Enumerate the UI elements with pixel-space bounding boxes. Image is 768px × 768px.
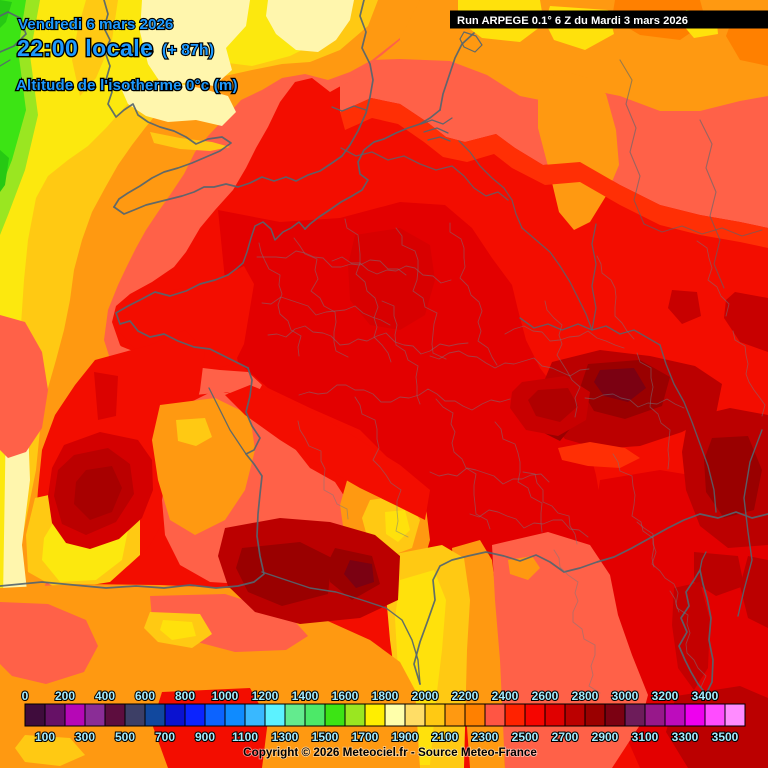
- svg-text:2600: 2600: [532, 689, 559, 703]
- svg-text:1000: 1000: [212, 689, 239, 703]
- svg-text:3000: 3000: [612, 689, 639, 703]
- svg-text:2200: 2200: [452, 689, 479, 703]
- svg-text:Vendredi 6 mars 2026: Vendredi 6 mars 2026: [18, 16, 173, 33]
- svg-text:1400: 1400: [292, 689, 319, 703]
- svg-text:2400: 2400: [492, 689, 519, 703]
- svg-text:1900: 1900: [392, 730, 419, 744]
- svg-text:2800: 2800: [572, 689, 599, 703]
- svg-text:2300: 2300: [472, 730, 499, 744]
- svg-text:2900: 2900: [592, 730, 619, 744]
- svg-text:3200: 3200: [652, 689, 679, 703]
- svg-text:500: 500: [115, 730, 135, 744]
- svg-text:1300: 1300: [272, 730, 299, 744]
- svg-text:3400: 3400: [692, 689, 719, 703]
- svg-text:0: 0: [22, 689, 29, 703]
- svg-text:800: 800: [175, 689, 195, 703]
- svg-text:1500: 1500: [312, 730, 339, 744]
- svg-text:2100: 2100: [432, 730, 459, 744]
- svg-text:600: 600: [135, 689, 155, 703]
- svg-text:1100: 1100: [232, 730, 258, 744]
- svg-text:2700: 2700: [552, 730, 579, 744]
- svg-text:3300: 3300: [672, 730, 699, 744]
- svg-text:Copyright © 2026 Meteociel.fr: Copyright © 2026 Meteociel.fr - Source M…: [243, 746, 537, 759]
- svg-text:1200: 1200: [252, 689, 279, 703]
- svg-text:1600: 1600: [332, 689, 359, 703]
- svg-text:3500: 3500: [712, 730, 739, 744]
- svg-text:100: 100: [35, 730, 55, 744]
- svg-text:300: 300: [75, 730, 95, 744]
- svg-text:Run ARPEGE 0.1° 6 Z du Mardi 3: Run ARPEGE 0.1° 6 Z du Mardi 3 mars 2026: [457, 15, 688, 27]
- svg-text:700: 700: [155, 730, 175, 744]
- svg-text:(+ 87h): (+ 87h): [162, 42, 214, 59]
- svg-text:2000: 2000: [412, 689, 439, 703]
- svg-text:2500: 2500: [512, 730, 539, 744]
- svg-text:400: 400: [95, 689, 115, 703]
- svg-text:200: 200: [55, 689, 75, 703]
- svg-text:3100: 3100: [632, 730, 659, 744]
- svg-text:1700: 1700: [352, 730, 379, 744]
- svg-text:900: 900: [195, 730, 215, 744]
- svg-text:Altitude de l'isotherme 0°c (m: Altitude de l'isotherme 0°c (m): [16, 77, 238, 94]
- svg-text:22:00 locale: 22:00 locale: [17, 35, 153, 61]
- svg-text:1800: 1800: [372, 689, 399, 703]
